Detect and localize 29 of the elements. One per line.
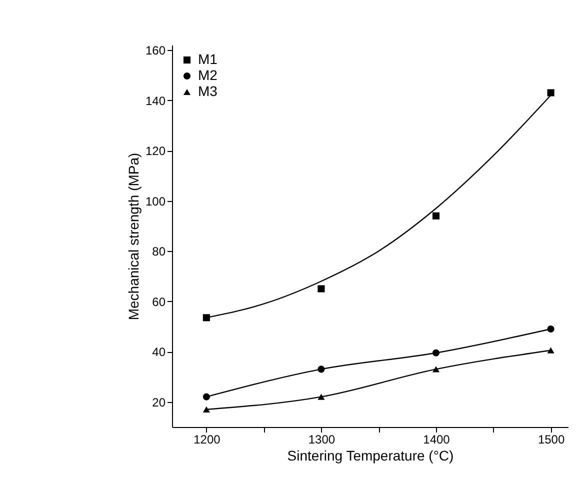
point (318, 394, 325, 400)
point (547, 89, 554, 96)
x-tick-label: 1200 (194, 432, 221, 446)
x-axis-title: Sintering Temperature (°C) (287, 448, 454, 464)
point (432, 212, 440, 220)
y-tick-label: 40 (152, 345, 166, 360)
y-axis-title: Mechanical strength (MPa) (125, 152, 142, 320)
point (547, 325, 554, 333)
y-tick-label: 140 (145, 94, 166, 108)
point (432, 366, 440, 372)
y-tick-label: 80 (152, 244, 166, 259)
y-tick-label: 20 (152, 395, 166, 410)
y-tick-label: 160 (145, 44, 166, 58)
point (202, 393, 210, 400)
legend-label: M1 (198, 51, 218, 67)
point (202, 406, 210, 412)
legend-label: M2 (198, 67, 218, 83)
x-tick-label: 1500 (538, 432, 565, 446)
point (432, 349, 440, 356)
y-tick-label: 100 (145, 194, 166, 208)
point (202, 314, 210, 322)
y-tick-label: 120 (145, 144, 166, 158)
point (318, 366, 325, 373)
y-tick-label: 60 (152, 294, 166, 309)
legend-label: M3 (198, 83, 218, 99)
point (318, 285, 325, 292)
x-tick-label: 1400 (423, 432, 450, 446)
x-tick-label: 1300 (308, 432, 336, 446)
point (547, 347, 554, 354)
